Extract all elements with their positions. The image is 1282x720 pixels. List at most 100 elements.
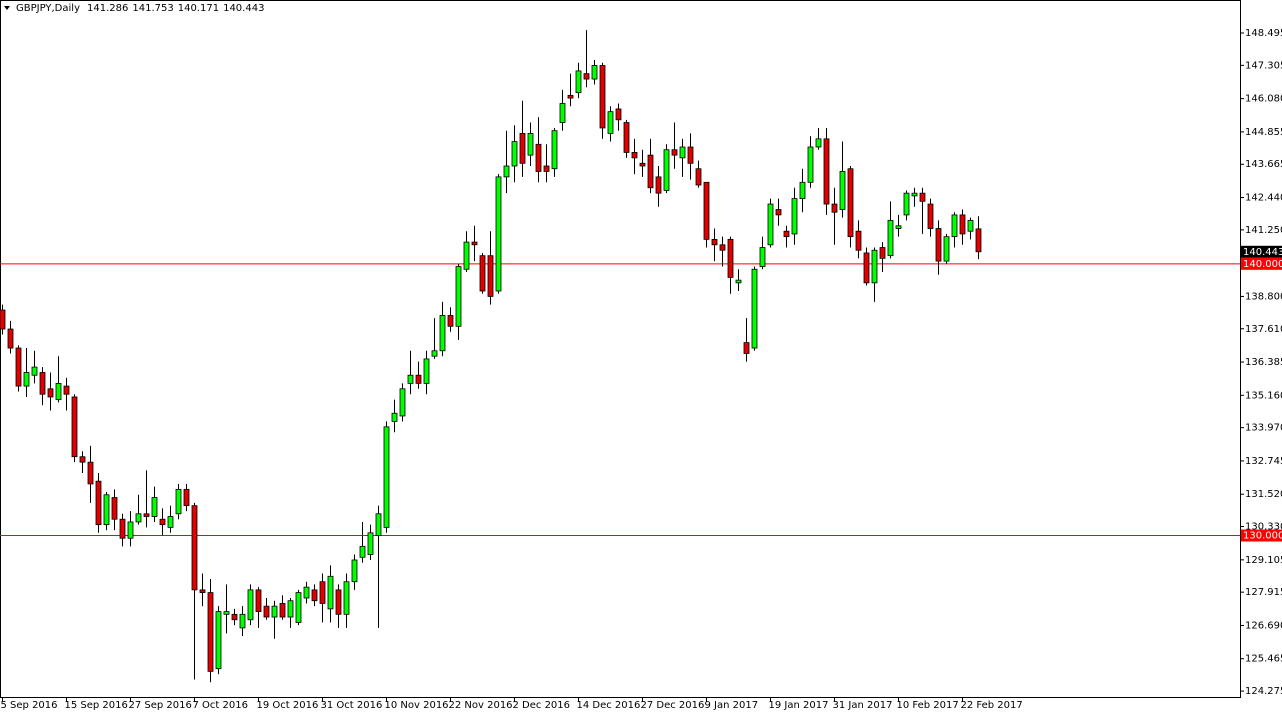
candle-body bbox=[391, 412, 398, 422]
x-tick-label: 31 Oct 2016 bbox=[321, 700, 383, 711]
candle-body bbox=[767, 203, 774, 246]
price-tag bbox=[1241, 245, 1282, 258]
candle-body bbox=[615, 108, 622, 121]
horizontal-line-tag bbox=[1241, 257, 1282, 270]
candle-body bbox=[735, 279, 742, 284]
candle-body bbox=[847, 168, 854, 238]
candle-body bbox=[703, 181, 710, 240]
candle-body bbox=[727, 238, 734, 278]
candle-body bbox=[15, 347, 22, 387]
candle-body bbox=[63, 385, 70, 395]
horizontal-line-tag bbox=[1241, 529, 1282, 542]
candle-body bbox=[399, 388, 406, 417]
candle-body bbox=[167, 516, 174, 528]
candle-body bbox=[183, 488, 190, 507]
candle-body bbox=[375, 513, 382, 536]
x-tick-label: 19 Oct 2016 bbox=[257, 700, 319, 711]
candle-body bbox=[511, 141, 518, 167]
candle-body bbox=[759, 247, 766, 267]
candle-body bbox=[591, 65, 598, 80]
candle-body bbox=[919, 192, 926, 202]
candle-body bbox=[951, 214, 958, 238]
candle-body bbox=[135, 513, 142, 523]
candle-body bbox=[663, 149, 670, 191]
y-tick-label: 136.385 bbox=[1245, 357, 1282, 368]
y-tick-label: 147.305 bbox=[1245, 60, 1282, 71]
candle-body bbox=[599, 65, 606, 129]
candle-body bbox=[447, 315, 454, 327]
candle-body bbox=[607, 111, 614, 134]
candle-body bbox=[799, 181, 806, 200]
candle-body bbox=[55, 382, 62, 401]
candle-body bbox=[207, 592, 214, 672]
candle-body bbox=[431, 350, 438, 357]
candle-body bbox=[671, 149, 678, 156]
candle-body bbox=[639, 162, 646, 167]
x-tick-label: 31 Jan 2017 bbox=[833, 700, 893, 711]
candle-body bbox=[303, 586, 310, 599]
candle-body bbox=[279, 603, 286, 618]
header-high: 141.753 bbox=[132, 3, 173, 14]
candle-body bbox=[647, 154, 654, 189]
candle-body bbox=[343, 581, 350, 615]
candle-body bbox=[295, 592, 302, 623]
candle-body bbox=[191, 505, 198, 591]
candle-body bbox=[903, 192, 910, 216]
candle-body bbox=[231, 613, 238, 621]
candle-body bbox=[23, 372, 30, 387]
candle-body bbox=[7, 328, 14, 349]
candle-body bbox=[311, 589, 318, 602]
candle-body bbox=[463, 241, 470, 270]
candle-body bbox=[423, 358, 430, 384]
x-tick-label: 7 Oct 2016 bbox=[193, 700, 248, 711]
candle-body bbox=[239, 613, 246, 629]
candle-body bbox=[815, 138, 822, 148]
y-tick-label: 129.105 bbox=[1245, 555, 1282, 566]
candle-body bbox=[415, 374, 422, 384]
candle-body bbox=[263, 605, 270, 618]
candle-body bbox=[679, 146, 686, 159]
y-tick-label: 141.250 bbox=[1245, 225, 1282, 236]
candle-body bbox=[567, 94, 574, 99]
candle-body bbox=[103, 494, 110, 526]
candle-body bbox=[895, 225, 902, 229]
y-tick-label: 130.330 bbox=[1245, 522, 1282, 533]
x-tick-label: 5 Sep 2016 bbox=[1, 700, 58, 711]
candle-body bbox=[199, 589, 206, 593]
candle-body bbox=[351, 559, 358, 583]
y-tick-label: 131.520 bbox=[1245, 489, 1282, 500]
x-tick-label: 15 Sep 2016 bbox=[65, 700, 128, 711]
plot-frame bbox=[0, 0, 1241, 698]
candle-body bbox=[439, 315, 446, 352]
horizontal-line-label: 140.000 bbox=[1243, 259, 1282, 270]
candle-body bbox=[383, 426, 390, 528]
candle-body bbox=[543, 165, 550, 172]
x-tick-label: 19 Jan 2017 bbox=[769, 700, 829, 711]
candle-body bbox=[367, 532, 374, 555]
candle-body bbox=[271, 605, 278, 618]
candle-body bbox=[839, 171, 846, 210]
header-close: 140.443 bbox=[223, 3, 264, 14]
chart-header: GBPJPY,Daily 141.286 141.753 140.171 140.443 bbox=[16, 3, 264, 14]
candle-body bbox=[79, 456, 86, 463]
candle-body bbox=[959, 214, 966, 235]
candle-body bbox=[527, 133, 534, 156]
candle-body bbox=[583, 73, 590, 80]
candle-body bbox=[95, 480, 102, 526]
candle-body bbox=[159, 518, 166, 526]
x-tick-label: 9 Jan 2017 bbox=[705, 700, 759, 711]
candle-body bbox=[215, 611, 222, 670]
candle-body bbox=[287, 600, 294, 618]
candle-body bbox=[719, 244, 726, 251]
candle-body bbox=[47, 388, 54, 398]
x-tick-label: 22 Feb 2017 bbox=[961, 700, 1023, 711]
horizontal-line-label: 130.000 bbox=[1243, 531, 1282, 542]
chart-title: GBPJPY,Daily bbox=[16, 3, 80, 14]
y-tick-label: 142.440 bbox=[1245, 193, 1282, 204]
x-tick-label: 22 Nov 2016 bbox=[449, 700, 513, 711]
candle-body bbox=[879, 247, 886, 259]
menu-arrow[interactable] bbox=[4, 6, 10, 10]
x-tick-label: 27 Dec 2016 bbox=[641, 700, 705, 711]
